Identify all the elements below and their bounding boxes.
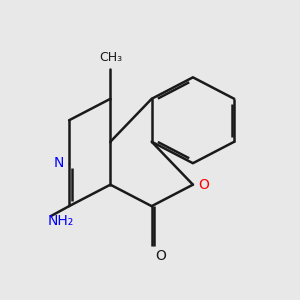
- Text: O: O: [198, 178, 209, 192]
- Text: O: O: [155, 249, 166, 263]
- Text: CH₃: CH₃: [99, 51, 122, 64]
- Text: N: N: [54, 156, 64, 170]
- Text: NH₂: NH₂: [48, 214, 74, 228]
